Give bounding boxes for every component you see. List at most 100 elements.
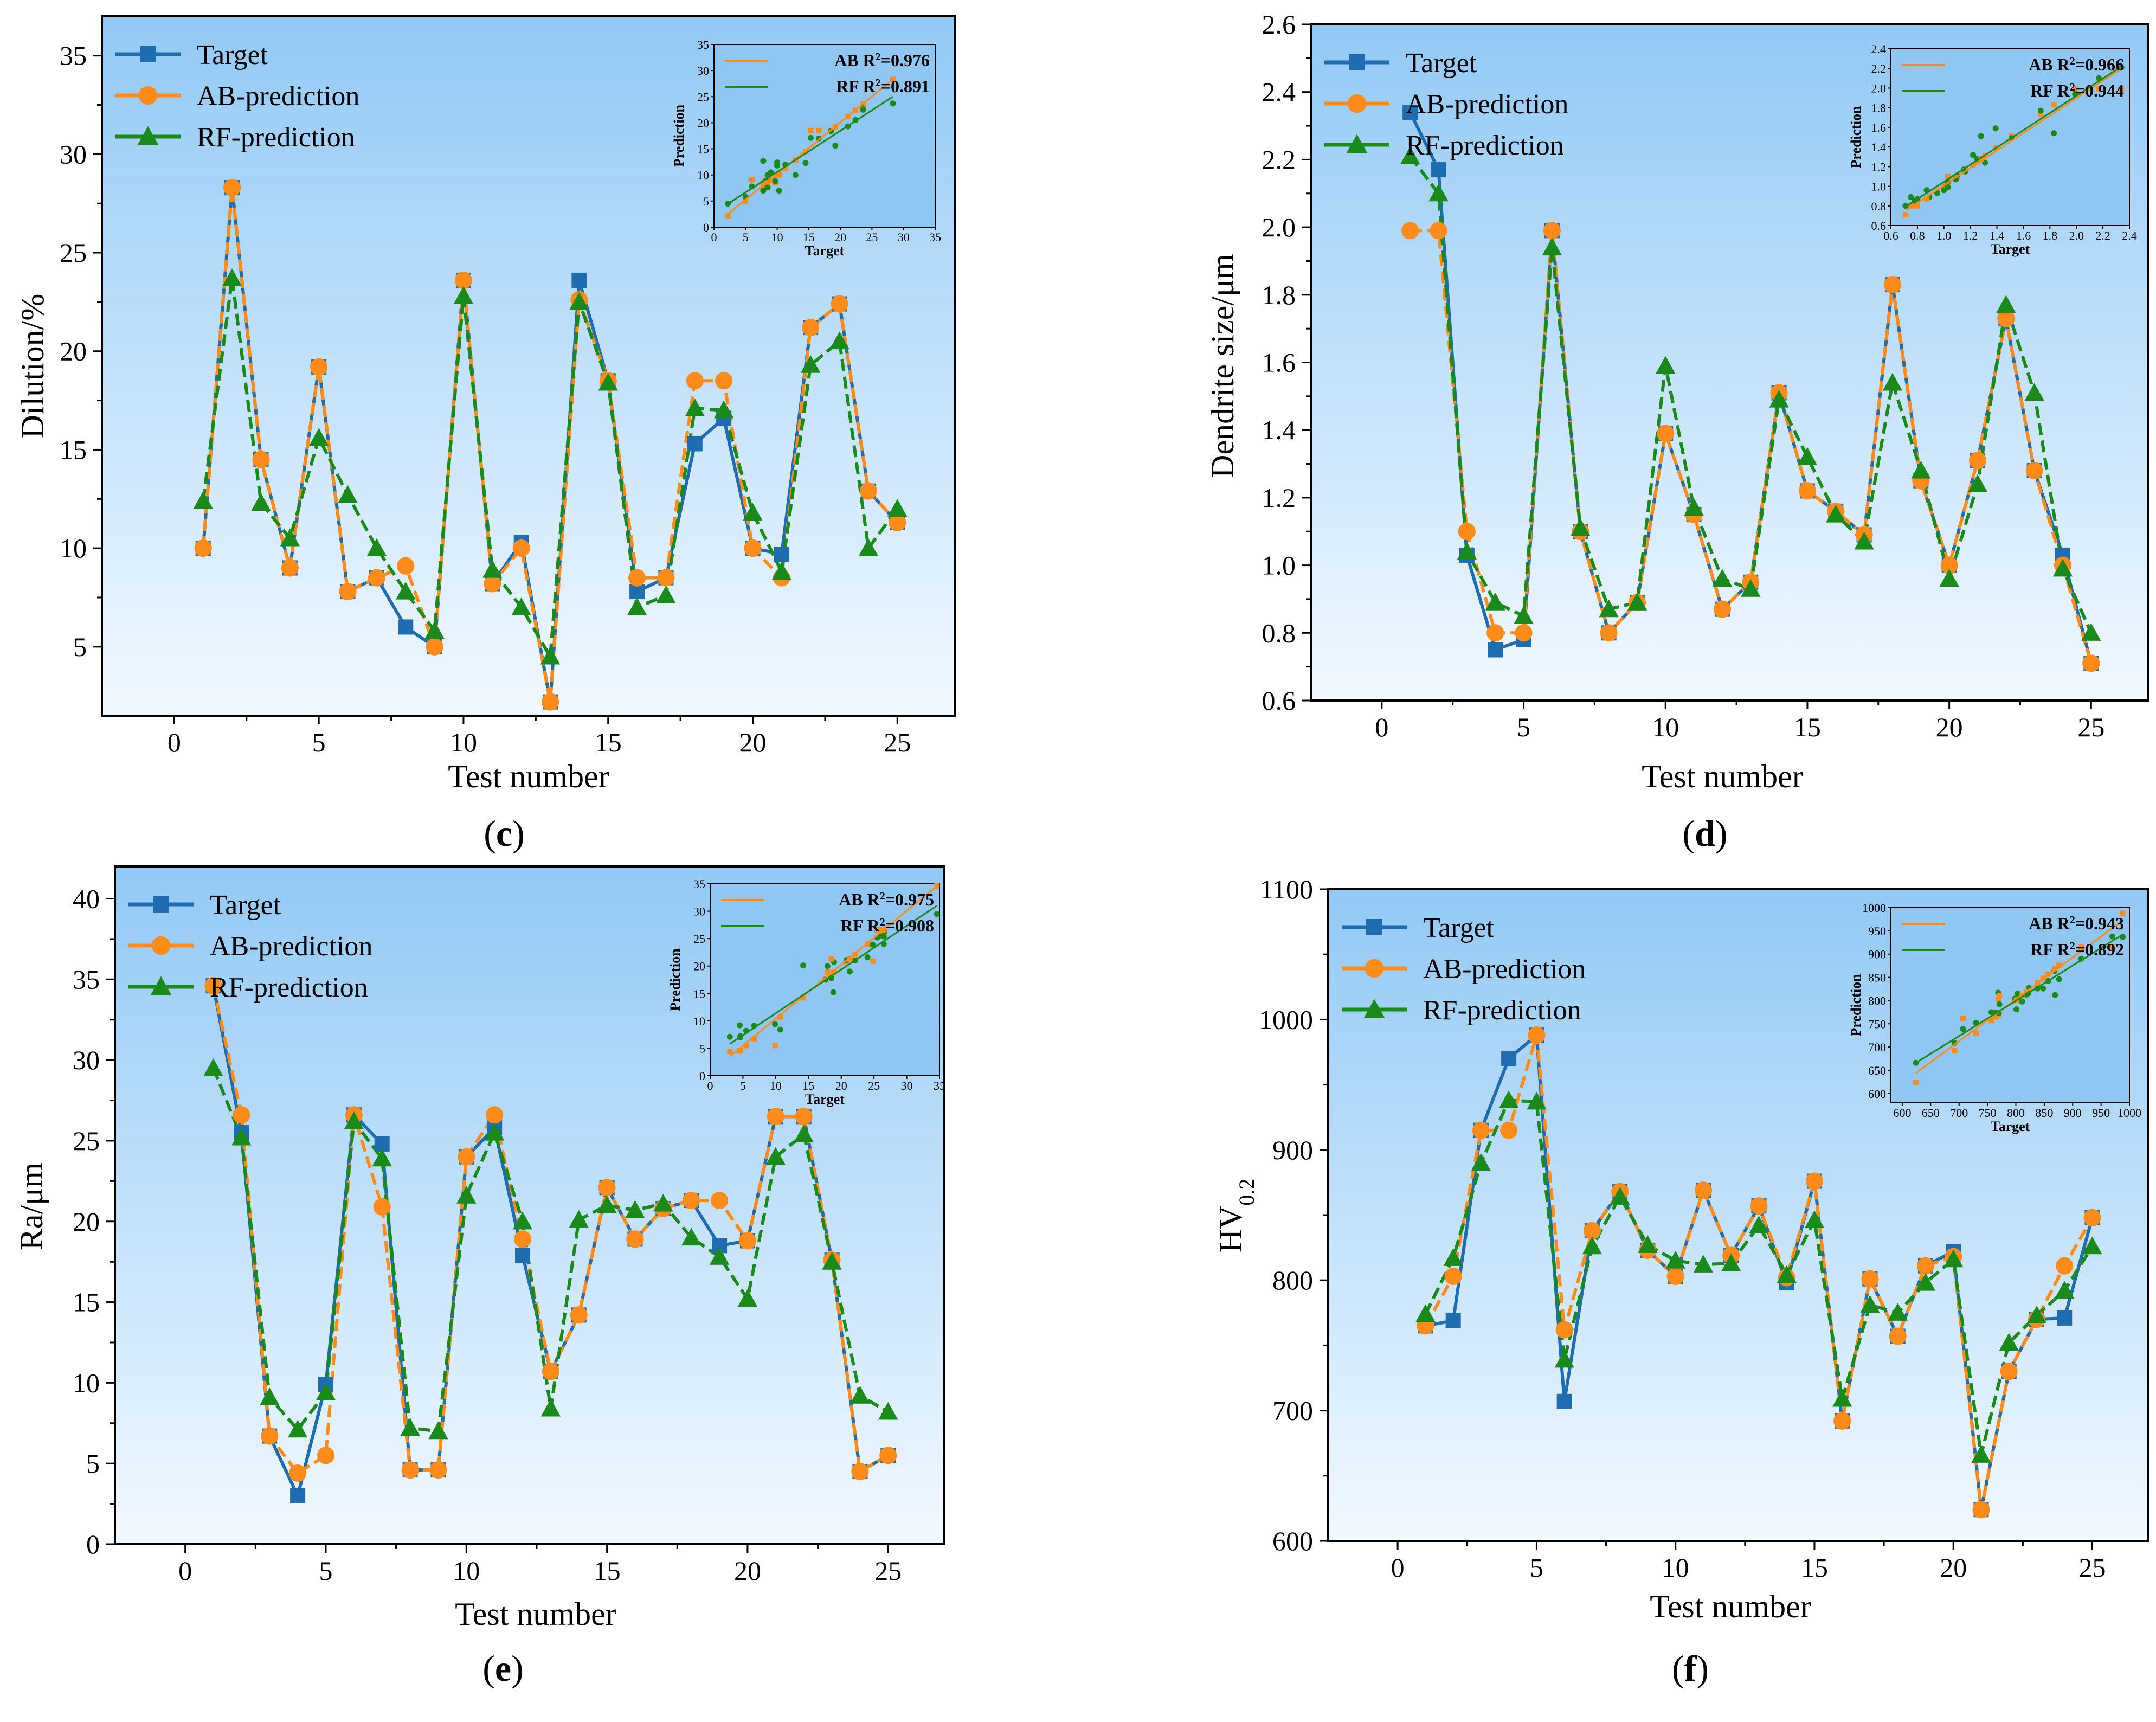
data-point [1967,474,1988,492]
inset-point-rf [2013,1006,2020,1013]
data-point [540,646,561,665]
inset-point-ab [828,956,834,962]
inset-point-ab [768,177,774,183]
inset-point-ab [847,956,853,962]
chart-panel-f: 0 5 10 15 20 25 600 700 800 900 1000 1100 Test numbe… [1213,874,2149,1689]
data-point [1556,1393,1572,1409]
inset-legend-label: RF R2=0.892 [2030,940,2124,959]
inset-point-rf [2040,985,2046,992]
inset-x-tick-label: 700 [1950,1106,1968,1120]
inset-fit-rf [726,96,893,205]
caption-letter: c [496,813,512,854]
y-tick-label: 20 [60,336,87,367]
inset-point-ab [751,1036,757,1042]
inset-point-rf [934,911,940,917]
data-point [1428,183,1449,202]
legend-marker [1363,999,1385,1018]
data-point [289,1464,307,1482]
inset-x-tick-label: 1.8 [2043,229,2058,242]
inset-point-ab [1970,162,1976,168]
data-point [396,581,416,600]
data-point [231,1127,252,1146]
data-point [1402,105,1418,120]
data-point [251,493,271,511]
legend-marker [138,86,158,105]
inset-point-ab [1996,996,2001,1002]
x-tick-label: 20 [1940,1552,1967,1583]
x-tick-label: 15 [594,1556,621,1586]
data-point [1911,460,1931,479]
data-point [1968,452,1987,470]
inset-y-tick-label: 1.6 [1871,121,1887,134]
inset-y-tick-label: 2.4 [1871,42,1887,56]
inset-legend-name: AB R [2029,914,2070,933]
inset-x-tick-label: 0 [707,1079,713,1093]
data-point [280,528,300,547]
data-point [2000,1363,2018,1380]
inset-y-tick-label: 850 [1868,971,1886,985]
inset-point-rf [802,160,809,166]
data-point [1555,1321,1573,1339]
data-point [1694,1181,1713,1199]
data-point [686,372,704,390]
y-axis-title-subscript: 0.2 [1234,1179,1259,1206]
data-point [1996,295,2016,313]
data-point [802,319,820,337]
data-point [687,436,703,452]
inset-point-rf [824,963,831,969]
inset-point-ab [825,969,831,975]
data-point [1749,1216,1769,1233]
legend: Target AB-prediction RF-prediction [1324,48,1568,161]
x-tick-label: 0 [178,1556,192,1586]
inset-x-tick-label: 750 [1979,1106,1997,1120]
inset-legend-value: =0.892 [2075,940,2124,959]
y-tick-label: 2.2 [1262,144,1296,175]
inset-point-ab [1952,1048,1958,1053]
inset-fit-ab [1915,920,2123,1074]
inset-point-rf [776,188,782,194]
data-point [570,1306,588,1324]
inset-y-tick-label: 35 [693,877,705,891]
y-tick-label: 0 [86,1529,100,1559]
inset-scatter: 600 650 700 750 800 850 900 950 1000 600 650 700 750… [1848,901,2141,1134]
data-point [1514,606,1534,624]
caption-paren-close: ) [511,1648,524,1689]
legend-label: AB-prediction [1406,89,1568,120]
data-point [1554,1350,1574,1368]
y-tick-label: 0.6 [1262,685,1296,716]
inset-point-rf [2037,107,2044,114]
inset-x-tick-label: 650 [1922,1106,1940,1120]
inset-point-ab [870,958,876,964]
data-point [1488,642,1503,658]
inset-point-ab [774,172,780,178]
data-point [1939,569,1959,587]
inset-y-axis-title: Prediction [1848,974,1864,1037]
y-tick-label: 10 [60,533,87,563]
inset-x-tick-label: 850 [2035,1106,2053,1120]
caption-paren-close: ) [1715,813,1728,854]
x-tick-label: 20 [1936,712,1963,742]
x-tick-label: 5 [319,1556,332,1586]
inset-point-rf [846,968,853,975]
inset-point-ab [777,1014,783,1020]
y-tick-label: 700 [1272,1396,1313,1426]
y-axis-title: Dilution/% [15,294,50,439]
data-point [486,1106,504,1124]
legend-label: AB-prediction [1423,954,1586,985]
data-point [571,272,587,288]
inset-point-ab [1913,1080,1919,1085]
inset-legend-sup: 2 [2070,940,2075,952]
data-point [260,1387,280,1405]
inset-legend-label: AB R2=0.943 [2029,914,2124,933]
inset-y-tick-label: 10 [693,1014,705,1028]
data-point [1693,1255,1714,1273]
x-tick-label: 10 [450,727,477,757]
legend-label: RF-prediction [1406,130,1564,161]
data-point [1915,1273,1936,1291]
data-point [1826,504,1846,523]
legend-marker [1365,959,1384,978]
inset-point-rf [2109,933,2116,940]
caption-letter: f [1684,1648,1697,1689]
y-tick-label: 2.4 [1262,77,1296,107]
